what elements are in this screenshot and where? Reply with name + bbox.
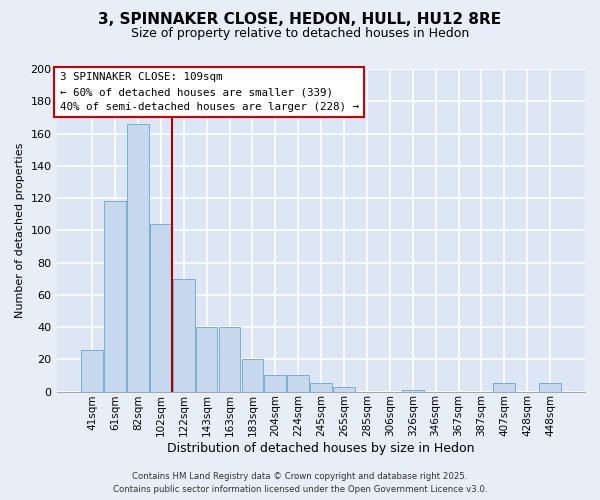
Bar	[333, 386, 355, 392]
Bar	[265, 376, 286, 392]
Bar	[287, 376, 309, 392]
Y-axis label: Number of detached properties: Number of detached properties	[15, 142, 25, 318]
Bar	[150, 224, 172, 392]
Bar	[196, 327, 217, 392]
Text: Size of property relative to detached houses in Hedon: Size of property relative to detached ho…	[131, 28, 469, 40]
Bar	[104, 201, 126, 392]
Bar	[81, 350, 103, 392]
Bar	[402, 390, 424, 392]
Bar	[539, 384, 561, 392]
Text: 3, SPINNAKER CLOSE, HEDON, HULL, HU12 8RE: 3, SPINNAKER CLOSE, HEDON, HULL, HU12 8R…	[98, 12, 502, 28]
Text: 3 SPINNAKER CLOSE: 109sqm
← 60% of detached houses are smaller (339)
40% of semi: 3 SPINNAKER CLOSE: 109sqm ← 60% of detac…	[60, 72, 359, 112]
Bar	[310, 384, 332, 392]
Bar	[173, 278, 194, 392]
Bar	[493, 384, 515, 392]
Bar	[218, 327, 241, 392]
Text: Contains HM Land Registry data © Crown copyright and database right 2025.
Contai: Contains HM Land Registry data © Crown c…	[113, 472, 487, 494]
Bar	[127, 124, 149, 392]
X-axis label: Distribution of detached houses by size in Hedon: Distribution of detached houses by size …	[167, 442, 475, 455]
Bar	[242, 360, 263, 392]
